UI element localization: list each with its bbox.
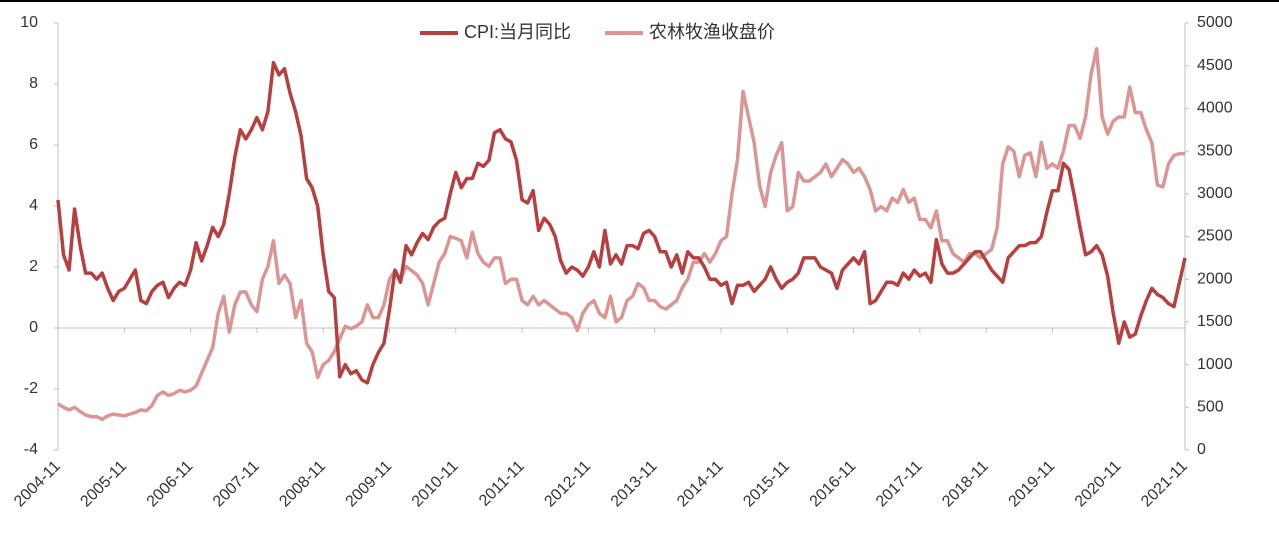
y2-tick-label: 500	[1197, 399, 1224, 416]
y2-tick-label: 0	[1197, 441, 1206, 458]
x-tick-label: 2014-11	[674, 458, 727, 511]
y2-tick-label: 1000	[1197, 356, 1233, 373]
y2-tick-label: 4500	[1197, 57, 1233, 74]
x-tick-label: 2012-11	[541, 458, 594, 511]
y2-tick-label: 1500	[1197, 313, 1233, 330]
x-tick-label: 2004-11	[11, 458, 64, 511]
x-tick-label: 2016-11	[807, 458, 860, 511]
x-tick-label: 2021-11	[1138, 458, 1191, 511]
x-tick-label: 2008-11	[276, 458, 329, 511]
y-tick-label: -2	[24, 380, 38, 397]
x-tick-label: 2015-11	[740, 458, 793, 511]
x-tick-label: 2007-11	[210, 458, 263, 511]
x-tick-label: 2018-11	[939, 458, 992, 511]
y2-tick-label: 5000	[1197, 14, 1233, 31]
series-line	[57, 46, 1185, 422]
legend-label: CPI:当月同比	[464, 22, 571, 42]
y2-tick-label: 3000	[1197, 185, 1233, 202]
y-tick-label: 8	[29, 75, 38, 92]
x-tick-label: 2019-11	[1006, 458, 1059, 511]
legend-label: 农林牧渔收盘价	[649, 22, 775, 42]
x-tick-label: 2006-11	[144, 458, 197, 511]
y-tick-label: 2	[29, 258, 38, 275]
y-tick-label: 0	[29, 319, 38, 336]
y-tick-label: 4	[29, 197, 38, 214]
y2-tick-label: 3500	[1197, 142, 1233, 159]
y-tick-label: 6	[29, 136, 38, 153]
x-tick-label: 2013-11	[608, 458, 661, 511]
x-tick-label: 2020-11	[1072, 458, 1125, 511]
y-tick-label: 10	[20, 14, 38, 31]
y2-tick-label: 4000	[1197, 100, 1233, 117]
series-line	[56, 60, 1187, 385]
y2-tick-label: 2000	[1197, 270, 1233, 287]
x-tick-label: 2009-11	[343, 458, 396, 511]
y-tick-label: -4	[24, 441, 38, 458]
x-tick-label: 2010-11	[409, 458, 462, 511]
x-tick-label: 2017-11	[873, 458, 926, 511]
y2-tick-label: 2500	[1197, 228, 1233, 245]
x-tick-label: 2005-11	[77, 458, 130, 511]
x-tick-label: 2011-11	[476, 458, 528, 510]
